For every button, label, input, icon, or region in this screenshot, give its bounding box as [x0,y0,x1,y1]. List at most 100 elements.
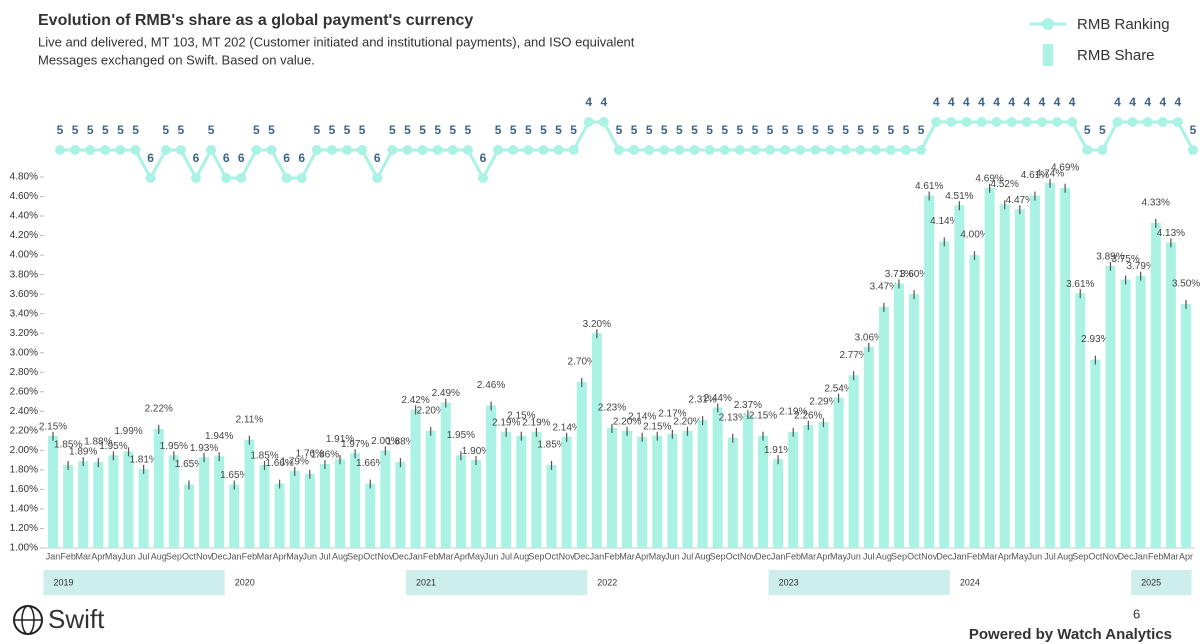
legend-label: RMB Ranking [1077,16,1170,33]
bar [138,468,149,548]
data-label: 3.60% [900,269,928,280]
x-tick-label: Jun [846,551,861,561]
x-tick-label: May [467,551,485,561]
ranking-point [991,117,1002,127]
data-label: 2.14% [552,422,580,433]
data-label: 4.61% [915,181,943,192]
x-tick-label: Dec [211,551,228,561]
swift-logo: Swift [13,604,105,635]
ranking-point [900,145,911,155]
data-label: 1.94% [205,431,233,442]
bar [1014,209,1025,548]
bar [606,427,617,548]
ranking-label: 5 [510,123,517,137]
ranking-label: 5 [495,123,502,137]
x-tick-label: Oct [545,551,560,561]
ranking-point [206,145,217,155]
ranking-label: 5 [646,123,653,137]
bar [531,431,542,548]
data-label: 1.85% [250,451,278,462]
x-tick-label: Apr [273,551,287,561]
subtitle: Messages exchanged on Swift. Based on va… [38,52,315,67]
bar [1135,275,1146,548]
ranking-point [175,145,186,155]
bar [818,422,829,548]
ranking-point [946,117,957,127]
bar [78,461,89,548]
x-tick-label: Sep [891,551,907,561]
bar [214,456,225,548]
ranking-label: 6 [193,151,200,165]
bar [365,483,376,548]
data-label: 2.46% [477,380,505,391]
data-label: 1.65% [175,459,203,470]
data-label: 2.93% [1081,334,1109,345]
ranking-point [719,145,730,155]
x-tick-label: Apr [1179,551,1193,561]
ranking-label: 6 [298,151,305,165]
ranking-point [190,173,201,183]
data-label: 1.91% [326,434,354,445]
ranking-label: 5 [208,123,215,137]
year-label: 2021 [416,577,436,587]
ranking-point [326,145,337,155]
x-tick-label: Oct [363,551,378,561]
bar [712,407,723,548]
ranking-point [795,145,806,155]
data-label: 3.79% [1127,261,1155,272]
data-label: 2.70% [568,357,596,368]
bar [758,435,769,548]
bar [863,346,874,548]
ranking-label: 6 [238,151,245,165]
ranking-point [130,145,141,155]
ranking-label: 6 [480,151,487,165]
x-tick-label: Apr [816,551,830,561]
x-tick-label: Feb [242,551,258,561]
ranking-point [765,145,776,155]
data-label: 1.85% [537,440,565,451]
x-tick-label: Jan [952,551,967,561]
ranking-point [976,117,987,127]
ranking-point [613,145,624,155]
data-label: 1.90% [462,446,490,457]
bar [546,465,557,548]
ranking-label: 4 [1144,95,1151,109]
x-tick-label: Sep [1072,551,1088,561]
y-tick-label: 4.40% [10,211,38,222]
ranking-point [840,145,851,155]
ranking-point [1142,117,1153,127]
logo-text: Swift [48,604,105,634]
ranking-label: 5 [419,123,426,137]
data-label: 2.13% [719,412,747,423]
ranking-label: 5 [344,123,351,137]
bar [591,333,602,548]
x-tick-label: Apr [91,551,105,561]
data-label: 4.47% [1006,195,1034,206]
data-label: 3.71% [885,269,913,280]
x-tick-label: Aug [1057,551,1073,561]
ranking-label: 4 [600,95,607,109]
x-tick-label: Mar [982,551,998,561]
ranking-point [961,117,972,127]
x-tick-label: Jul [863,551,875,561]
ranking-point [447,145,458,155]
bar [1105,265,1116,548]
bar [682,430,693,548]
ranking-label: 4 [1175,95,1182,109]
x-tick-label: Feb [60,551,76,561]
ranking-label: 5 [888,123,895,137]
bar [455,455,466,548]
data-label: 2.31% [688,395,716,406]
bar [833,397,844,548]
ranking-point [1082,145,1093,155]
y-tick-label: 3.60% [10,289,38,300]
ranking-label: 5 [616,123,623,137]
bar [1060,187,1071,548]
bar [1029,195,1040,549]
ranking-label: 6 [147,151,154,165]
ranking-label: 5 [1084,123,1091,137]
ranking-label: 5 [329,123,336,137]
data-label: 2.44% [704,393,732,404]
bar [969,255,980,548]
x-tick-label: Aug [695,551,711,561]
